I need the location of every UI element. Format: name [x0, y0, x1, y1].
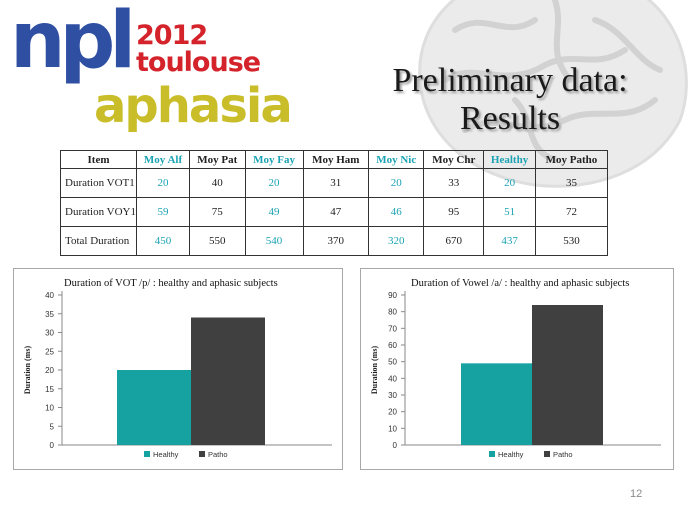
- table-cell: 320: [367, 226, 425, 256]
- bar-patho: [532, 305, 603, 445]
- table-cell: 47: [302, 197, 369, 227]
- legend-label-patho: Patho: [553, 450, 573, 459]
- vot-duration-chart: Duration of VOT /p/ : healthy and aphasi…: [13, 268, 343, 470]
- y-tick-label: 40: [45, 291, 54, 300]
- y-tick-label: 10: [388, 424, 397, 433]
- table-cell: 450: [135, 226, 191, 256]
- table-cell: 20: [244, 168, 304, 198]
- y-tick-label: 40: [388, 374, 397, 383]
- npl-toulouse-logo: npl 2012 toulouse aphasia: [10, 2, 293, 138]
- table-row: Duration VOT1 20 40 20 31 20 33 20 35: [60, 168, 608, 198]
- table-row: Total Duration 450 550 540 370 320 670 4…: [60, 226, 608, 256]
- table-cell: Duration VOT1: [60, 168, 137, 198]
- table-header-cell: Moy Ham: [302, 150, 369, 169]
- table-cell: 46: [367, 197, 425, 227]
- table-cell: 35: [535, 168, 608, 198]
- table-header-cell: Moy Nic: [367, 150, 425, 169]
- table-header-cell: Item: [60, 150, 137, 169]
- y-tick-label: 15: [45, 385, 54, 394]
- table-cell: 437: [483, 226, 536, 256]
- table-cell: 550: [189, 226, 246, 256]
- y-axis-label: Duration (ms): [23, 346, 32, 395]
- bar-patho: [191, 317, 265, 445]
- legend-label-healthy: Healthy: [498, 450, 524, 459]
- bar-healthy: [117, 370, 191, 445]
- table-cell: 31: [302, 168, 369, 198]
- table-cell: 95: [423, 197, 485, 227]
- table-cell: 59: [135, 197, 191, 227]
- table-cell: 540: [244, 226, 304, 256]
- table-cell: 72: [535, 197, 608, 227]
- table-cell: Total Duration: [60, 226, 137, 256]
- y-tick-label: 50: [388, 358, 397, 367]
- y-tick-label: 25: [45, 347, 54, 356]
- slide-title: Preliminary data: Results: [360, 62, 660, 138]
- table-cell: 20: [367, 168, 425, 198]
- logo-aphasia: aphasia: [94, 78, 293, 134]
- table-header-cell: Moy Pat: [189, 150, 246, 169]
- page-number: 12: [630, 488, 643, 500]
- y-tick-label: 5: [50, 422, 55, 431]
- legend-label-patho: Patho: [208, 450, 228, 459]
- table-cell: 33: [423, 168, 485, 198]
- y-tick-label: 30: [45, 329, 54, 338]
- legend-swatch-patho: [199, 451, 205, 457]
- title-line-2: Results: [459, 100, 561, 137]
- table-header-cell: Moy Fay: [244, 150, 304, 169]
- table-row: Duration VOY1 59 75 49 47 46 95 51 72: [60, 197, 608, 227]
- title-line-1: Preliminary data:: [392, 62, 628, 99]
- table-cell: Duration VOY1: [60, 197, 137, 227]
- vowel-chart-svg: Duration of Vowel /a/ : healthy and apha…: [370, 278, 661, 459]
- legend-swatch-patho: [544, 451, 550, 457]
- chart-title: Duration of Vowel /a/ : healthy and apha…: [411, 278, 629, 289]
- vowel-duration-chart: Duration of Vowel /a/ : healthy and apha…: [360, 268, 674, 470]
- legend-label-healthy: Healthy: [153, 450, 179, 459]
- y-tick-label: 35: [45, 310, 54, 319]
- table-cell: 670: [423, 226, 485, 256]
- y-tick-label: 0: [50, 441, 55, 450]
- table-cell: 49: [244, 197, 304, 227]
- y-axis-label: Duration (ms): [370, 346, 379, 395]
- chart-title: Duration of VOT /p/ : healthy and aphasi…: [64, 278, 278, 289]
- table-cell: 75: [189, 197, 246, 227]
- table-cell: 20: [135, 168, 191, 198]
- logo-year: 2012: [136, 20, 208, 51]
- table-header-cell: Moy Alf: [135, 150, 191, 169]
- legend-swatch-healthy: [144, 451, 150, 457]
- results-table: Item Moy Alf Moy Pat Moy Fay Moy Ham Moy…: [60, 150, 608, 256]
- table-header-cell: Moy Chr: [423, 150, 485, 169]
- table-header-cell: Moy Patho: [535, 150, 608, 169]
- y-tick-label: 10: [45, 404, 54, 413]
- y-tick-label: 60: [388, 341, 397, 350]
- table-cell: 530: [535, 226, 608, 256]
- table-header-cell: Healthy: [483, 150, 536, 169]
- bar-healthy: [461, 363, 532, 445]
- y-tick-label: 80: [388, 308, 397, 317]
- table-cell: 20: [483, 168, 536, 198]
- table-cell: 370: [302, 226, 369, 256]
- table-header-row: Item Moy Alf Moy Pat Moy Fay Moy Ham Moy…: [60, 150, 608, 169]
- y-tick-label: 20: [45, 366, 54, 375]
- y-tick-label: 0: [393, 441, 398, 450]
- y-tick-label: 20: [388, 408, 397, 417]
- table-cell: 51: [483, 197, 536, 227]
- y-tick-label: 30: [388, 391, 397, 400]
- table-cell: 40: [189, 168, 246, 198]
- y-tick-label: 90: [388, 291, 397, 300]
- legend-swatch-healthy: [489, 451, 495, 457]
- logo-city: toulouse: [136, 47, 261, 78]
- logo-npl: npl: [10, 0, 136, 86]
- y-tick-label: 70: [388, 324, 397, 333]
- vot-chart-svg: Duration of VOT /p/ : healthy and aphasi…: [23, 278, 332, 459]
